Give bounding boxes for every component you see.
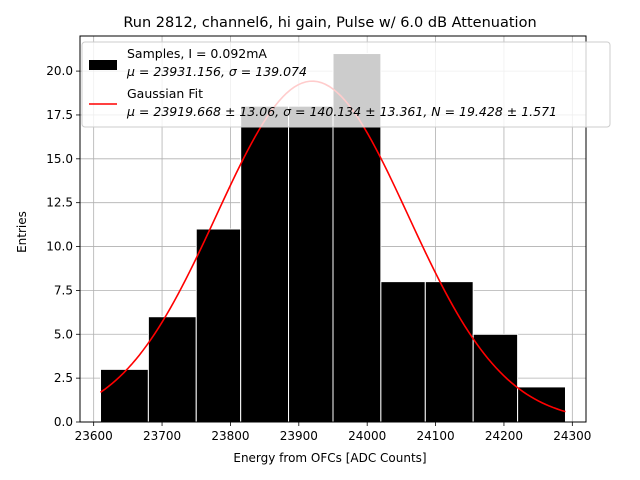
y-tick-label: 15.0	[46, 152, 73, 166]
legend-fit-label: Gaussian Fit	[127, 86, 203, 101]
x-tick-label: 24300	[553, 429, 591, 443]
y-tick-label: 10.0	[46, 240, 73, 254]
histogram-bar	[380, 281, 426, 423]
y-axis-label: Entries	[15, 211, 29, 253]
x-tick-label: 23900	[280, 429, 318, 443]
legend-samples-detail: μ = 23931.156, σ = 139.074	[126, 64, 307, 79]
legend-samples-swatch	[89, 60, 117, 70]
x-tick-label: 24100	[416, 429, 454, 443]
y-tick-label: 7.5	[54, 283, 73, 297]
y-tick-label: 20.0	[46, 64, 73, 78]
histogram-bar	[424, 281, 474, 423]
x-tick-label: 24000	[348, 429, 386, 443]
legend-box	[81, 41, 611, 128]
histogram-bar	[100, 368, 149, 423]
histogram-bar	[288, 105, 334, 423]
x-tick-label: 24200	[485, 429, 523, 443]
y-tick-label: 12.5	[46, 196, 73, 210]
legend: Samples, I = 0.092mA μ = 23931.156, σ = …	[81, 41, 611, 128]
histogram-bar	[240, 105, 290, 423]
histogram-bar	[195, 228, 242, 423]
histogram-bar	[147, 316, 197, 423]
legend-fit-detail: μ = 23919.668 ± 13.06, σ = 140.134 ± 13.…	[126, 104, 557, 119]
y-tick-label: 17.5	[46, 108, 73, 122]
x-tick-label: 23600	[75, 429, 113, 443]
y-tick-label: 2.5	[54, 371, 73, 385]
x-tick-label: 23800	[211, 429, 249, 443]
x-tick-label: 23700	[143, 429, 181, 443]
y-tick-label: 5.0	[54, 327, 73, 341]
legend-samples-label: Samples, I = 0.092mA	[127, 46, 267, 61]
x-axis-ticks: 23600 23700 23800 23900 24000 24100 24200 24300	[75, 422, 591, 443]
axes-frame	[79, 35, 587, 423]
x-axis-label: Energy from OFCs [ADC Counts]	[233, 451, 426, 465]
y-tick-label: 0.0	[54, 415, 73, 429]
y-axis-ticks: 0.0 2.5 5.0 7.5 10.0 12.5 15.0 17.5 20.0	[46, 64, 80, 429]
chart-title: Run 2812, channel6, hi gain, Pulse w/ 6.…	[123, 15, 536, 31]
